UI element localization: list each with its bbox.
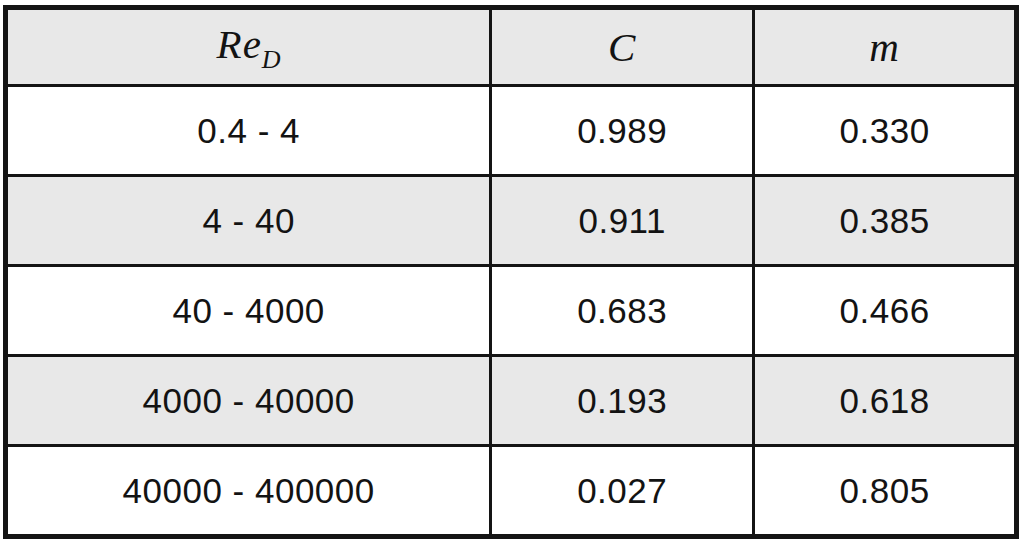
cell-re-range: 4 - 40 (6, 176, 491, 266)
cell-re-range: 40000 - 400000 (6, 446, 491, 537)
table-row: 40000 - 400000 0.027 0.805 (6, 446, 1017, 537)
cell-c-value: 0.027 (491, 446, 754, 537)
header-cell-c: C (491, 8, 754, 86)
m-symbol: m (869, 24, 900, 70)
cell-c-value: 0.683 (491, 266, 754, 356)
cell-c-value: 0.989 (491, 86, 754, 176)
cell-c-value: 0.193 (491, 356, 754, 446)
reynolds-symbol: Re (217, 21, 262, 67)
cell-m-value: 0.385 (754, 176, 1017, 266)
correlation-table-container: ReD C m 0.4 - 4 0.989 0.330 4 - 40 0.911… (3, 5, 1019, 539)
table-row: 40 - 4000 0.683 0.466 (6, 266, 1017, 356)
cell-m-value: 0.618 (754, 356, 1017, 446)
header-cell-m: m (754, 8, 1017, 86)
table-row: 4000 - 40000 0.193 0.618 (6, 356, 1017, 446)
cell-c-value: 0.911 (491, 176, 754, 266)
header-cell-reynolds: ReD (6, 8, 491, 86)
cell-re-range: 40 - 4000 (6, 266, 491, 356)
cell-m-value: 0.805 (754, 446, 1017, 537)
cell-re-range: 0.4 - 4 (6, 86, 491, 176)
header-row: ReD C m (6, 8, 1017, 86)
table-row: 0.4 - 4 0.989 0.330 (6, 86, 1017, 176)
cell-m-value: 0.330 (754, 86, 1017, 176)
cell-m-value: 0.466 (754, 266, 1017, 356)
c-symbol: C (608, 24, 636, 70)
table-row: 4 - 40 0.911 0.385 (6, 176, 1017, 266)
correlation-table: ReD C m 0.4 - 4 0.989 0.330 4 - 40 0.911… (3, 5, 1019, 539)
reynolds-subscript: D (262, 45, 281, 74)
cell-re-range: 4000 - 40000 (6, 356, 491, 446)
